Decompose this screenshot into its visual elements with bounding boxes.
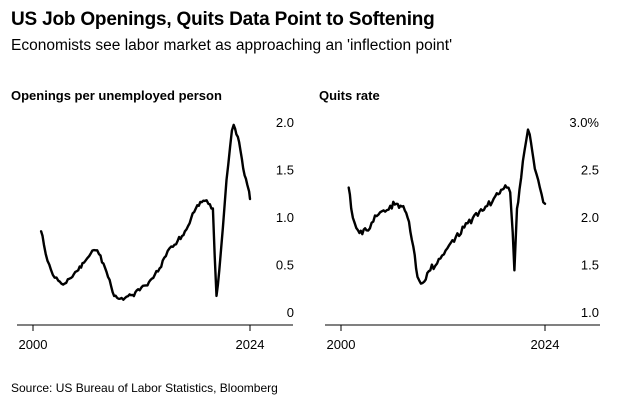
quits-y-tick-label: 1.0 bbox=[581, 305, 599, 320]
openings-x-tick-label: 2000 bbox=[19, 337, 48, 352]
chart-subtitle: Economists see labor market as approachi… bbox=[11, 37, 453, 54]
openings-y-tick-label: 1.0 bbox=[276, 210, 294, 225]
openings-y-tick-label: 1.5 bbox=[276, 163, 294, 178]
openings-y-tick-label: 0 bbox=[287, 305, 294, 320]
quits-panel-title: Quits rate bbox=[319, 88, 380, 103]
quits-x-tick-label: 2024 bbox=[531, 337, 560, 352]
source-note: Source: US Bureau of Labor Statistics, B… bbox=[11, 381, 278, 395]
openings-x-tick-label: 2024 bbox=[236, 337, 265, 352]
quits-y-tick-label: 1.5 bbox=[581, 258, 599, 273]
quits-series-line bbox=[347, 128, 547, 285]
quits-y-tick-label: 2.5 bbox=[581, 163, 599, 178]
quits-y-tick-label: 3.0% bbox=[569, 115, 599, 130]
openings-series-line bbox=[39, 123, 252, 301]
quits-x-tick-label: 2000 bbox=[327, 337, 356, 352]
openings-panel-title: Openings per unemployed person bbox=[11, 88, 222, 103]
chart-title: US Job Openings, Quits Data Point to Sof… bbox=[11, 9, 435, 30]
openings-y-tick-label: 2.0 bbox=[276, 115, 294, 130]
quits-y-tick-label: 2.0 bbox=[581, 210, 599, 225]
openings-y-tick-label: 0.5 bbox=[276, 258, 294, 273]
